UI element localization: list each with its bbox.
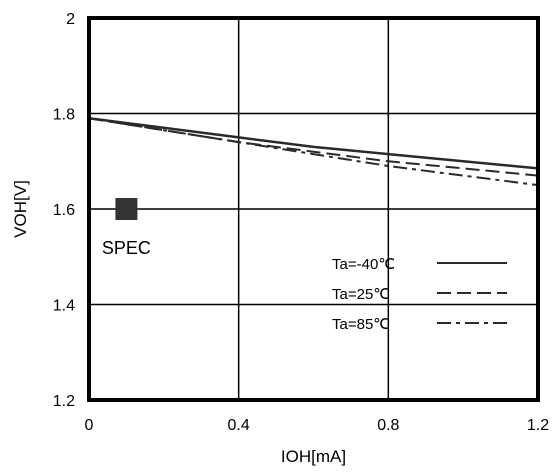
y-tick-label: 2: [66, 11, 75, 28]
series-line-1: [88, 117, 539, 170]
grid-lines: [88, 17, 539, 401]
tick-labels: 0 0.4 0.8 1.2 1.2 1.4 1.6 1.8 2: [53, 11, 549, 434]
y-tick-label: 1.2: [53, 393, 75, 410]
spec-marker: [115, 198, 138, 220]
series-line-2: [88, 117, 539, 177]
series-lines: [88, 117, 539, 187]
y-tick-label: 1.8: [53, 107, 75, 124]
spec-label: SPEC: [102, 238, 151, 258]
plot-frame: [87, 16, 540, 402]
x-tick-label: 1.2: [527, 417, 549, 434]
legend-label: Ta=-40℃: [332, 256, 395, 273]
series-line-3: [88, 117, 539, 187]
legend-label: Ta=25℃: [332, 286, 390, 303]
x-axis-label: IOH[mA]: [281, 447, 346, 466]
y-axis-label: VOH[V]: [11, 180, 30, 238]
y-tick-label: 1.4: [53, 298, 75, 315]
y-tick-label: 1.6: [53, 202, 75, 219]
legend: Ta=-40℃ Ta=25℃ Ta=85℃: [332, 256, 507, 333]
annotations: SPEC: [102, 198, 151, 258]
x-tick-label: 0.8: [377, 417, 399, 434]
x-tick-label: 0.4: [228, 417, 250, 434]
legend-label: Ta=85℃: [332, 316, 390, 333]
x-tick-label: 0: [85, 417, 94, 434]
